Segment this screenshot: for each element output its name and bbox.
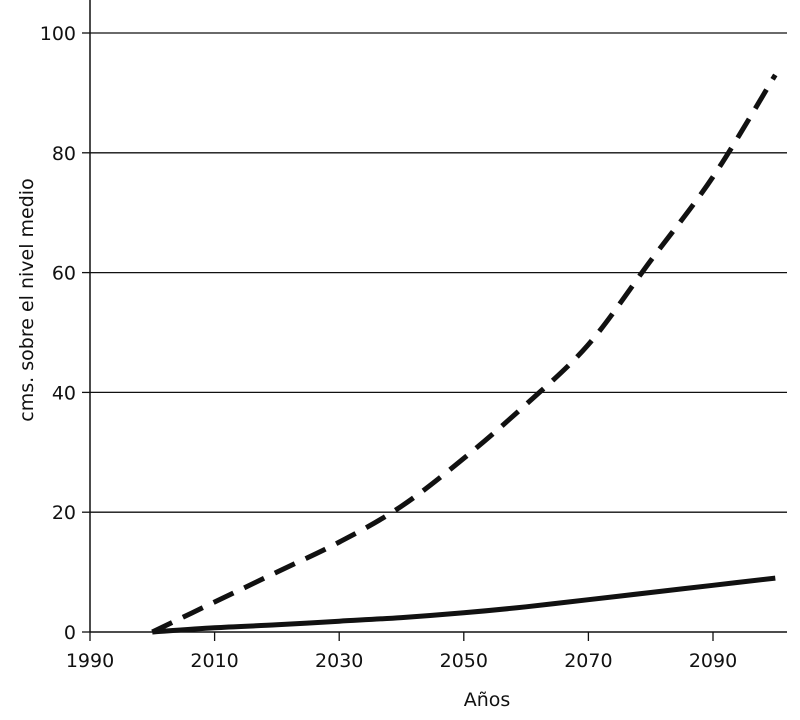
y-axis-label: cms. sobre el nivel medio xyxy=(16,178,38,421)
y-tick-label-80: 80 xyxy=(52,143,76,165)
x-tick-label-1990: 1990 xyxy=(66,650,114,672)
y-tick-label-40: 40 xyxy=(52,382,76,404)
series-line-2-solid xyxy=(152,575,776,635)
x-tick-label-2070: 2070 xyxy=(564,650,612,672)
y-tick-label-100: 100 xyxy=(40,23,76,45)
x-tick-label-2030: 2030 xyxy=(315,650,363,672)
y-tick-label-60: 60 xyxy=(52,263,76,285)
axes xyxy=(82,0,787,641)
x-axis-label: Años xyxy=(464,689,511,711)
x-tick-label-2090: 2090 xyxy=(689,650,737,672)
series-line-1-dashed xyxy=(151,73,778,635)
series-lines xyxy=(151,73,778,635)
tick-labels: 0 20 40 60 80 100 1990 2010 2030 2050 2070 2090 xyxy=(40,23,737,672)
y-tick-label-0: 0 xyxy=(64,622,76,644)
grid-lines xyxy=(90,32,787,513)
x-tick-label-2050: 2050 xyxy=(440,650,488,672)
x-tick-label-2010: 2010 xyxy=(190,650,238,672)
y-tick-label-20: 20 xyxy=(52,502,76,524)
